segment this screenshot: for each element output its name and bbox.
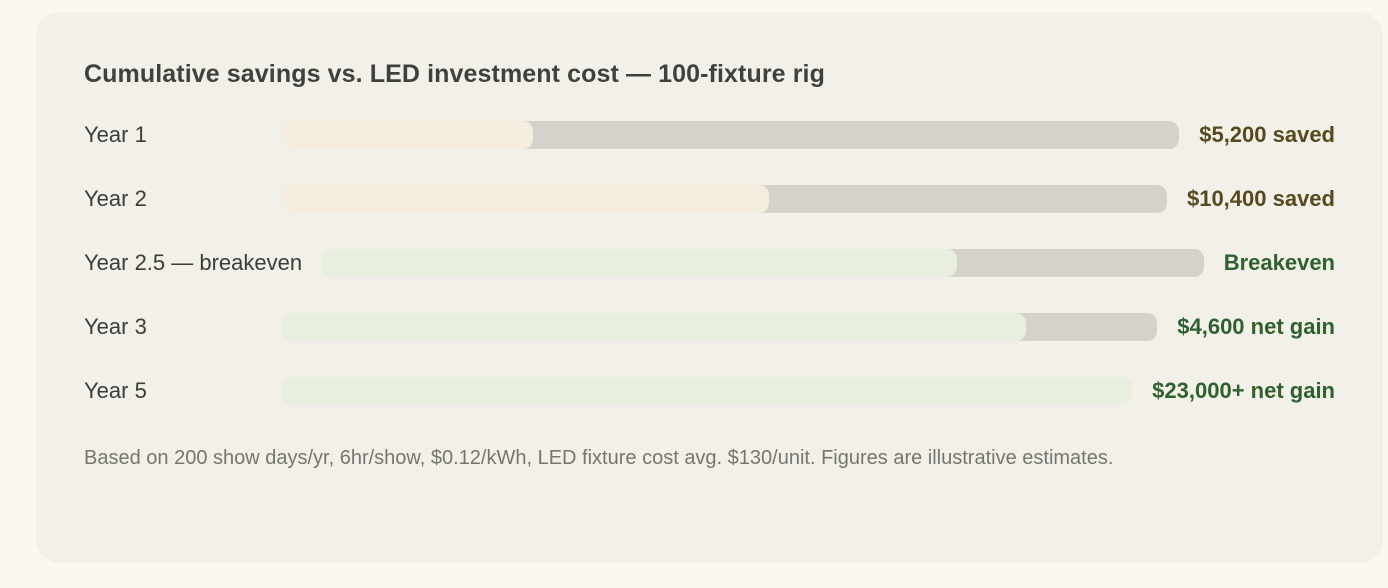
savings-chart-card: Cumulative savings vs. LED investment co…: [36, 12, 1383, 563]
row-value: $23,000+ net gain: [1152, 378, 1335, 403]
chart-footnote: Based on 200 show days/yr, 6hr/show, $0.…: [84, 447, 1114, 469]
bar-track: [282, 377, 1133, 405]
bar-fill: [282, 121, 534, 149]
row-label: Year 1: [84, 122, 147, 147]
row-value: $4,600 net gain: [1177, 314, 1335, 339]
row-value: $5,200 saved: [1199, 122, 1335, 147]
bar-fill: [322, 249, 957, 277]
bar-fill: [282, 185, 769, 213]
bar-track: [282, 313, 1158, 341]
row-value: $10,400 saved: [1186, 186, 1335, 211]
row-label: Year 3: [84, 314, 147, 339]
row-label: Year 2: [84, 186, 147, 211]
bar-fill: [282, 313, 1026, 341]
chart-row-year-3: Year 3 $4,600 net gain: [84, 313, 1335, 341]
row-value: Breakeven: [1223, 250, 1335, 275]
chart-row-year-2: Year 2 $10,400 saved: [84, 185, 1335, 213]
bar-fill: [282, 377, 1133, 405]
row-label: Year 5: [84, 378, 147, 403]
bar-track: [282, 185, 1167, 213]
chart-row-year-1: Year 1 $5,200 saved: [84, 121, 1335, 149]
bar-track: [322, 249, 1204, 277]
bar-rows: Year 1 $5,200 saved Year 2 $10,400 saved…: [84, 121, 1335, 405]
bar-track: [282, 121, 1180, 149]
chart-row-year-5: Year 5 $23,000+ net gain: [84, 377, 1335, 405]
row-label: Year 2.5 — breakeven: [84, 250, 303, 275]
chart-row-year-2-5-breakeven: Year 2.5 — breakeven Breakeven: [84, 249, 1335, 277]
chart-title: Cumulative savings vs. LED investment co…: [84, 60, 825, 88]
